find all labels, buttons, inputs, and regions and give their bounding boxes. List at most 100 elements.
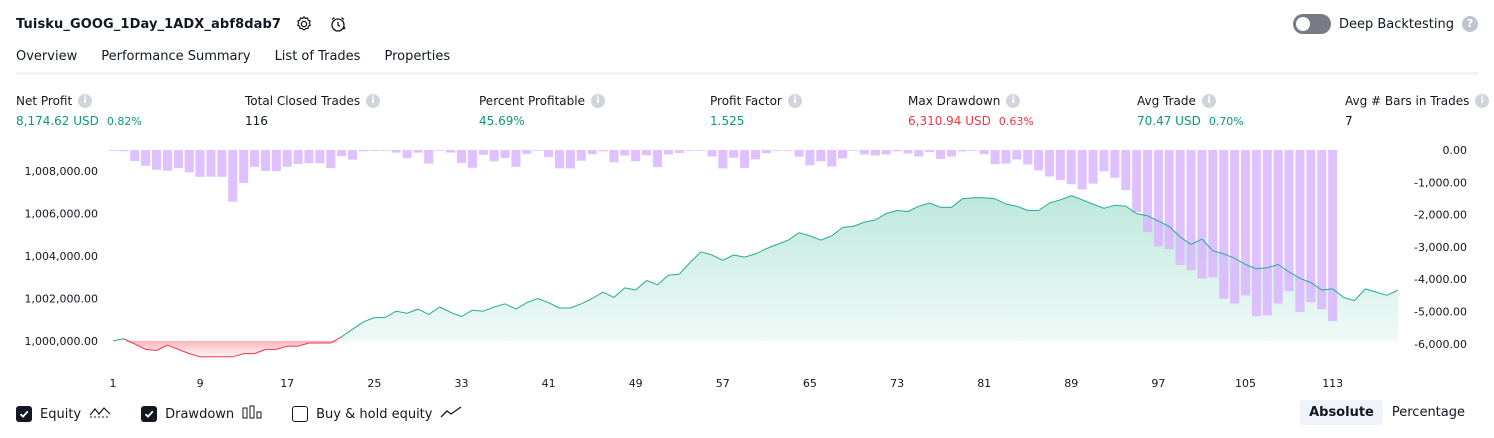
x-axis-tick: 97 [1151,377,1165,390]
equity-drawdown-chart[interactable]: 1,000,000.00 1,002,000.00 1,004,000.00 1,00… [0,140,1494,395]
stat-percent: 0.82% [107,115,142,128]
drawdown-bar [816,150,825,161]
drawdown-bar [1023,150,1032,165]
drawdown-bar [1165,150,1174,249]
x-axis-tick: 89 [1064,377,1078,390]
stat-percent-profitable: Percent Profitable i 45.69% [479,93,605,128]
drawdown-bar [751,150,760,159]
x-axis-tick: 33 [455,377,469,390]
stat-label: Profit Factor [710,94,782,108]
stat-net-profit: Net Profit i 8,174.62 USD 0.82% [16,93,142,128]
equity-checkbox[interactable] [16,406,32,422]
drawdown-bar [501,150,510,158]
drawdown-bar [1295,150,1304,312]
x-axis-tick: 65 [803,377,817,390]
info-icon[interactable]: i [366,94,380,108]
info-icon[interactable]: i [591,94,605,108]
drawdown-bar [522,150,531,154]
legend-label: Equity [40,407,81,422]
right-axis: 0.00-1,000.00-2,000.00-3,000.00-4,000.00… [1414,144,1467,351]
left-axis-tick: 1,000,000.00 [25,335,98,348]
drawdown-bar [206,150,215,177]
legend-buy-hold[interactable]: Buy & hold equity [292,405,462,423]
drawdown-bar [326,150,335,168]
drawdown-bar [479,150,488,155]
legend-label: Drawdown [165,407,234,422]
gear-icon[interactable] [293,13,315,35]
legend-equity[interactable]: Equity [16,405,111,423]
info-icon[interactable]: i [78,94,92,108]
drawdown-checkbox[interactable] [141,406,157,422]
drawdown-bar [947,150,956,157]
drawdown-bar [1230,150,1239,304]
drawdown-bar [1110,150,1119,178]
drawdown-bar [1274,150,1283,304]
stat-value: 8,174.62 USD [16,114,99,128]
stat-label: Max Drawdown [908,94,1000,108]
drawdown-bar [315,150,324,163]
drawdown-bar [119,150,128,151]
drawdown-bar [283,150,292,167]
drawdown-bar [130,150,139,161]
drawdown-bar [686,150,695,151]
drawdown-bar [490,150,499,161]
right-axis-tick: -3,000.00 [1414,241,1467,254]
right-axis-tick: -4,000.00 [1414,273,1467,286]
deep-backtesting-control: Deep Backtesting ? [1293,12,1478,36]
legend-drawdown[interactable]: Drawdown [141,405,262,423]
drawdown-bar [729,150,738,158]
legend-label: Buy & hold equity [316,407,432,422]
stat-profit-factor: Profit Factor i 1.525 [710,93,802,128]
strategy-name: Tuisku_GOOG_1Day_1ADX_abf8dab7 [16,17,281,32]
drawdown-bar [457,150,466,163]
drawdown-bar [185,150,194,172]
drawdown-bar [250,150,259,167]
drawdown-bar [653,150,662,167]
drawdown-bar [805,150,814,165]
deep-backtesting-toggle[interactable] [1293,14,1331,34]
drawdown-bar [1176,150,1185,265]
buy-hold-checkbox[interactable] [292,406,308,422]
x-axis-tick: 57 [716,377,730,390]
drawdown-bar [1001,150,1010,164]
drawdown-bar [1263,150,1272,315]
percentage-button[interactable]: Percentage [1383,400,1474,425]
absolute-button[interactable]: Absolute [1300,400,1383,425]
drawdown-bar [762,150,771,153]
info-icon[interactable]: i [1006,94,1020,108]
info-icon[interactable]: i [788,94,802,108]
drawdown-bar [1143,150,1152,232]
left-axis: 1,000,000.001,002,000.001,004,000.001,00… [25,165,98,348]
drawdown-bar [740,150,749,168]
equity-line-icon [89,405,111,423]
drawdown-bar [588,150,597,154]
chart-legend: Equity Drawdown Buy & hold equity [16,402,492,426]
drawdown-bar [392,150,401,153]
drawdown-bar [163,150,172,171]
drawdown-bar [1219,150,1228,299]
left-axis-tick: 1,008,000.00 [25,165,98,178]
drawdown-bar [882,150,891,155]
drawdown-bar [1306,150,1315,302]
info-icon[interactable]: i [1202,94,1216,108]
help-icon[interactable]: ? [1462,16,1478,32]
drawdown-bar [1197,150,1206,279]
info-icon[interactable]: i [1475,94,1489,108]
drawdown-bar [784,150,793,151]
stat-max-drawdown: Max Drawdown i 6,310.94 USD 0.63% [908,93,1034,128]
x-axis-tick: 81 [977,377,991,390]
drawdown-bar [566,150,575,168]
drawdown-bar [228,150,237,202]
drawdown-bar [1067,150,1076,184]
drawdown-bar [1241,150,1250,295]
drawdown-bar [664,150,673,155]
stat-value: 116 [245,114,268,128]
drawdown-bar [642,150,651,155]
drawdown-bar [795,150,804,157]
alert-clock-icon[interactable] [327,13,349,35]
drawdown-bar [1078,150,1087,189]
drawdown-bar [1252,150,1261,316]
drawdown-bar [141,150,150,166]
drawdown-bar [1099,150,1108,171]
x-axis-tick: 113 [1322,377,1343,390]
